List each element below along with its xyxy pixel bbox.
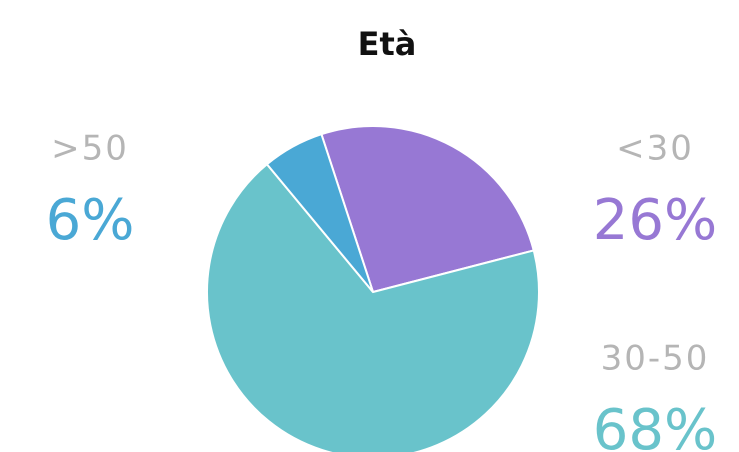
pie-slice (320, 125, 535, 294)
legend-label: <30 (616, 129, 694, 169)
data-label: 68% (593, 398, 717, 452)
data-label: 26% (593, 188, 717, 253)
legend-label: 30-50 (601, 339, 710, 379)
pie-slice (265, 132, 374, 293)
legend-label: >50 (51, 129, 129, 169)
data-label: 6% (46, 188, 135, 253)
pie-slice (206, 162, 540, 452)
chart-title: Età (358, 25, 417, 63)
